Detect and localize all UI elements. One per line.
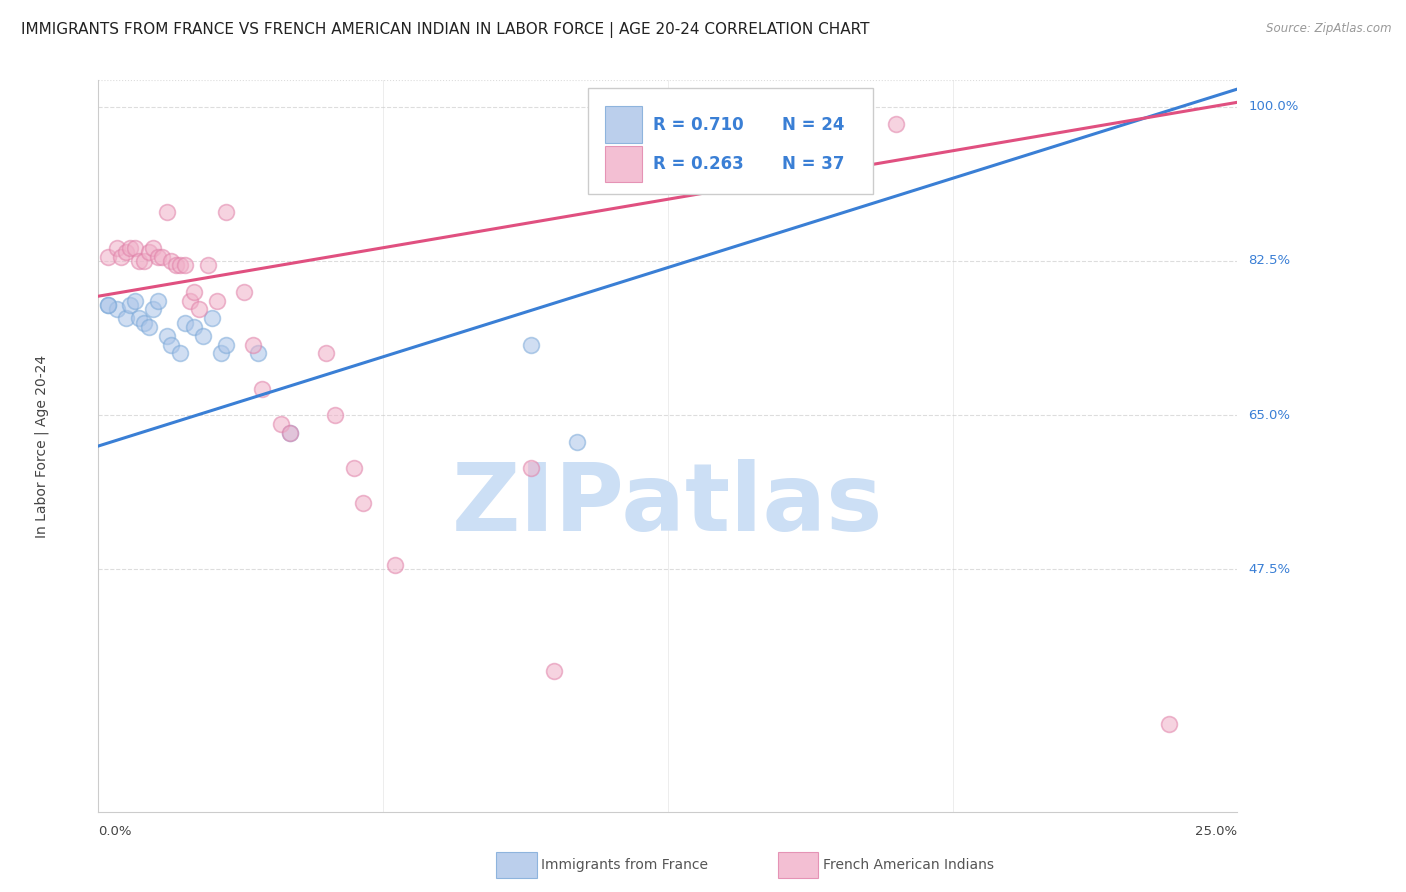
Text: 47.5%: 47.5% <box>1249 563 1291 576</box>
Point <box>183 285 205 299</box>
Point <box>201 311 224 326</box>
Point <box>150 250 173 264</box>
Point <box>169 346 191 360</box>
Point <box>246 346 269 360</box>
Point <box>165 258 187 272</box>
Point <box>520 461 543 475</box>
Text: 0.0%: 0.0% <box>98 825 132 838</box>
Text: N = 24: N = 24 <box>782 116 844 134</box>
Point <box>142 241 165 255</box>
Point <box>205 293 228 308</box>
Point <box>193 329 215 343</box>
Text: 65.0%: 65.0% <box>1249 409 1291 422</box>
Point <box>124 293 146 308</box>
Text: R = 0.263: R = 0.263 <box>652 155 744 173</box>
Point <box>132 254 155 268</box>
Text: Source: ZipAtlas.com: Source: ZipAtlas.com <box>1267 22 1392 36</box>
Point <box>315 346 337 360</box>
Point <box>252 382 274 396</box>
Text: Immigrants from France: Immigrants from France <box>541 858 709 872</box>
Point <box>233 285 256 299</box>
Point <box>105 241 128 255</box>
Point <box>384 558 406 572</box>
Text: 25.0%: 25.0% <box>1195 825 1237 838</box>
Text: N = 37: N = 37 <box>782 155 844 173</box>
Point <box>174 316 197 330</box>
Point <box>187 302 209 317</box>
Point <box>543 664 565 678</box>
Point <box>270 417 292 431</box>
Point <box>160 337 183 351</box>
Point <box>565 434 588 449</box>
FancyBboxPatch shape <box>588 87 873 194</box>
Text: In Labor Force | Age 20-24: In Labor Force | Age 20-24 <box>34 354 49 538</box>
Point <box>96 298 118 312</box>
Point <box>128 311 150 326</box>
Point <box>215 205 238 219</box>
Point <box>124 241 146 255</box>
Point <box>342 461 364 475</box>
Text: 100.0%: 100.0% <box>1249 100 1299 113</box>
Point <box>96 250 118 264</box>
Point <box>278 425 301 440</box>
Point <box>183 320 205 334</box>
Point <box>138 245 160 260</box>
Point <box>156 329 179 343</box>
Point <box>520 337 543 351</box>
Point <box>1157 716 1180 731</box>
Point <box>242 337 264 351</box>
Point <box>323 408 346 422</box>
Point <box>120 241 142 255</box>
Bar <box>605 145 641 182</box>
Point <box>105 302 128 317</box>
Point <box>110 250 132 264</box>
Point <box>146 293 169 308</box>
Bar <box>605 106 641 143</box>
Point <box>215 337 238 351</box>
Point <box>884 117 907 131</box>
Point <box>160 254 183 268</box>
Point <box>114 245 136 260</box>
Point <box>142 302 165 317</box>
Text: 82.5%: 82.5% <box>1249 254 1291 268</box>
Point <box>352 496 374 510</box>
Point <box>114 311 136 326</box>
Point <box>120 298 142 312</box>
Point <box>132 316 155 330</box>
Point <box>179 293 201 308</box>
Point <box>278 425 301 440</box>
Point <box>197 258 219 272</box>
Text: French American Indians: French American Indians <box>823 858 994 872</box>
Point <box>146 250 169 264</box>
Point <box>209 346 232 360</box>
Text: IMMIGRANTS FROM FRANCE VS FRENCH AMERICAN INDIAN IN LABOR FORCE | AGE 20-24 CORR: IMMIGRANTS FROM FRANCE VS FRENCH AMERICA… <box>21 22 869 38</box>
Point <box>156 205 179 219</box>
Point <box>174 258 197 272</box>
Text: R = 0.710: R = 0.710 <box>652 116 744 134</box>
Point <box>169 258 191 272</box>
Point <box>138 320 160 334</box>
Point <box>96 298 118 312</box>
Text: ZIPatlas: ZIPatlas <box>453 458 883 550</box>
Point <box>128 254 150 268</box>
